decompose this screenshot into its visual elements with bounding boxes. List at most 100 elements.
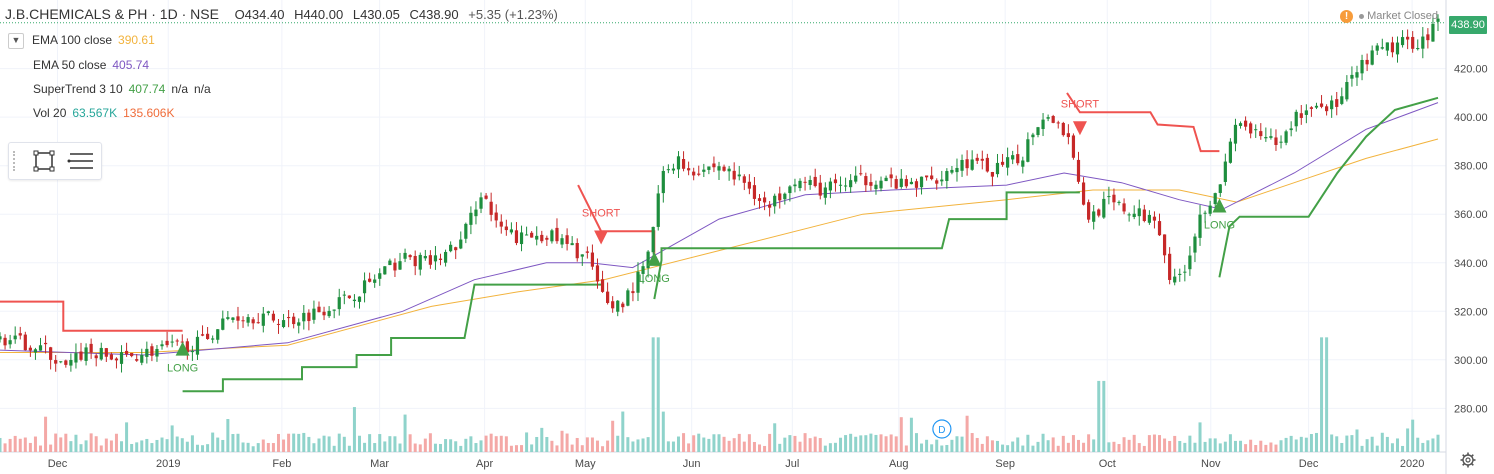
candle-body	[23, 334, 27, 351]
candle-body	[378, 273, 382, 279]
volume-bar	[884, 436, 888, 452]
volume-bar	[940, 445, 944, 452]
volume-bar	[135, 442, 139, 452]
candle-body	[231, 317, 235, 320]
volume-bar	[671, 441, 675, 452]
candle-body	[535, 235, 539, 240]
open-value: O434.40	[234, 7, 285, 22]
volume-bar	[408, 434, 412, 452]
volume-bar	[1122, 437, 1126, 452]
candle-body	[1426, 34, 1430, 41]
drag-handle[interactable]	[13, 151, 18, 171]
volume-bar	[626, 437, 630, 452]
volume-bar	[190, 435, 194, 452]
candle-body	[99, 347, 103, 360]
volume-bar	[79, 444, 83, 452]
list-icon[interactable]	[67, 149, 93, 173]
volume-bar	[697, 433, 701, 452]
candle-body	[266, 311, 270, 314]
candle-body	[1016, 154, 1020, 164]
symbol-title[interactable]: J.B.CHEMICALS & PH · 1D · NSE	[5, 6, 219, 22]
volume-bar	[1385, 436, 1389, 452]
candle-body	[89, 343, 93, 353]
volume-bar	[1249, 439, 1253, 452]
candle-body	[1132, 213, 1136, 218]
candle-body	[489, 201, 493, 215]
volume-bar	[661, 411, 665, 452]
legend-supertrend[interactable]: SuperTrend 3 10 407.74 n/a n/a	[33, 82, 211, 96]
candle-body	[595, 265, 600, 282]
volume-bar	[995, 440, 999, 452]
candle-body	[631, 291, 635, 294]
candle-body	[1319, 103, 1324, 107]
candle-body	[322, 311, 326, 316]
chart-header: J.B.CHEMICALS & PH · 1D · NSE O434.40 H4…	[5, 6, 558, 22]
candle-body	[600, 279, 605, 292]
candle-body	[1178, 273, 1182, 275]
candle-body	[362, 280, 367, 294]
volume-bar	[494, 436, 498, 452]
candle-body	[676, 156, 681, 170]
volume-bar	[211, 432, 215, 452]
gear-icon[interactable]	[1460, 452, 1476, 468]
volume-bar	[950, 439, 954, 452]
legend-ema50[interactable]: EMA 50 close 405.74	[33, 58, 149, 72]
collapse-legend-button[interactable]: ▼	[8, 33, 24, 49]
volume-bar	[778, 443, 782, 452]
rectangle-select-icon[interactable]	[31, 149, 57, 173]
volume-bar	[1173, 435, 1177, 452]
legend-volume-ma-value: 135.606K	[123, 106, 175, 120]
volume-bar	[94, 436, 98, 452]
candle-body	[205, 333, 210, 339]
candle-body	[357, 296, 362, 302]
volume-bar	[423, 438, 427, 452]
volume-bar	[109, 440, 113, 452]
candle-body	[828, 181, 832, 191]
candle-body	[1233, 124, 1238, 144]
volume-bar	[1097, 380, 1101, 452]
volume-bar	[439, 443, 443, 452]
candle-body	[317, 306, 321, 313]
candle-body	[909, 181, 914, 185]
volume-bar	[702, 437, 706, 452]
legend-ema100-value: 390.61	[118, 33, 155, 48]
candle-body	[985, 157, 989, 172]
volume-bar	[180, 438, 184, 452]
candle-body	[1173, 276, 1177, 283]
volume-bar	[540, 427, 544, 452]
short-signal-label: SHORT	[1061, 98, 1100, 110]
legend-supertrend-label: SuperTrend 3 10	[33, 82, 123, 96]
volume-bar	[570, 444, 574, 452]
candle-body	[854, 175, 858, 182]
candle-body	[13, 335, 17, 340]
candle-body	[752, 185, 757, 199]
supertrend-up-line	[653, 191, 1080, 300]
market-status-label: Market Closed	[1367, 10, 1438, 22]
long-signal-arrow	[1212, 198, 1227, 213]
candle-body	[555, 227, 559, 242]
candle-body	[702, 169, 706, 172]
legend-ema100[interactable]: ▼ EMA 100 close 390.61	[8, 33, 155, 49]
volume-bar	[509, 445, 513, 452]
volume-bar	[352, 407, 356, 452]
candle-body	[1066, 133, 1070, 138]
short-signal-arrow	[1072, 121, 1087, 136]
volume-bar	[1335, 436, 1339, 452]
volume-bar	[1031, 445, 1035, 452]
volume-bar	[69, 441, 73, 452]
candle-body	[692, 171, 696, 176]
x-tick-label: Apr	[476, 458, 493, 470]
candle-body	[236, 316, 240, 321]
candle-body	[54, 360, 58, 364]
volume-bar	[1137, 443, 1141, 452]
volume-bar	[550, 440, 554, 452]
candle-body	[211, 338, 215, 340]
warning-icon[interactable]: !	[1340, 10, 1354, 23]
volume-bar	[241, 442, 245, 452]
volume-bar	[1320, 337, 1324, 452]
legend-volume[interactable]: Vol 20 63.567K 135.606K	[33, 106, 174, 120]
volume-bar	[276, 433, 280, 452]
long-signal-label: LONG	[639, 273, 670, 285]
candle-body	[707, 166, 711, 170]
